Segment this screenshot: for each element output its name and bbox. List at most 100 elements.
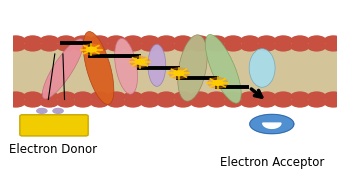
Circle shape [324,97,338,108]
Circle shape [207,91,226,102]
Circle shape [208,77,228,88]
Circle shape [223,41,243,52]
Circle shape [56,97,76,108]
Circle shape [123,91,143,102]
Circle shape [123,97,143,108]
Circle shape [106,91,126,102]
Circle shape [173,41,193,52]
Circle shape [257,97,276,108]
Circle shape [123,41,143,52]
Circle shape [290,35,310,46]
Circle shape [207,41,226,52]
Circle shape [273,91,293,102]
Circle shape [173,70,185,76]
FancyBboxPatch shape [20,115,88,136]
Circle shape [6,91,26,102]
Circle shape [123,35,143,46]
Circle shape [324,91,338,102]
Circle shape [273,41,293,52]
Text: Electron Donor: Electron Donor [9,143,97,156]
Circle shape [23,35,42,46]
Circle shape [223,97,243,108]
Bar [13,43,337,100]
Polygon shape [263,123,281,128]
Circle shape [173,97,193,108]
Circle shape [6,35,26,46]
Circle shape [324,35,338,46]
Circle shape [36,108,48,114]
Circle shape [6,97,26,108]
Circle shape [23,97,42,108]
Circle shape [156,97,176,108]
Circle shape [273,35,293,46]
Circle shape [106,97,126,108]
Circle shape [307,41,327,52]
Circle shape [290,91,310,102]
Circle shape [156,41,176,52]
Ellipse shape [42,39,83,99]
Circle shape [40,41,59,52]
Circle shape [240,97,260,108]
Circle shape [307,97,327,108]
Circle shape [156,91,176,102]
Circle shape [273,97,293,108]
Circle shape [223,91,243,102]
Circle shape [90,35,109,46]
Circle shape [223,35,243,46]
Circle shape [56,91,76,102]
Circle shape [23,91,42,102]
Circle shape [90,97,109,108]
Circle shape [173,91,193,102]
Circle shape [207,35,226,46]
Ellipse shape [249,49,275,87]
Circle shape [56,35,76,46]
Circle shape [86,46,97,53]
Circle shape [73,97,93,108]
Circle shape [240,91,260,102]
Circle shape [307,91,327,102]
Ellipse shape [148,44,166,86]
Circle shape [307,35,327,46]
Circle shape [207,97,226,108]
Circle shape [40,97,59,108]
Circle shape [173,35,193,46]
Circle shape [56,41,76,52]
Circle shape [156,35,176,46]
Circle shape [90,41,109,52]
Circle shape [134,59,146,65]
Ellipse shape [83,32,114,104]
Circle shape [140,41,159,52]
Circle shape [140,35,159,46]
Circle shape [140,91,159,102]
Circle shape [190,41,210,52]
Circle shape [73,41,93,52]
Circle shape [190,97,210,108]
Circle shape [23,41,42,52]
Circle shape [130,56,150,67]
Circle shape [40,91,59,102]
Circle shape [52,108,64,114]
Ellipse shape [205,35,241,103]
Circle shape [140,97,159,108]
Circle shape [90,91,109,102]
Circle shape [81,44,101,55]
Circle shape [40,35,59,46]
Circle shape [290,97,310,108]
Circle shape [257,91,276,102]
Text: Electron Acceptor: Electron Acceptor [220,156,324,169]
Circle shape [6,41,26,52]
Circle shape [190,91,210,102]
Polygon shape [250,114,294,134]
Circle shape [106,35,126,46]
Ellipse shape [178,35,207,101]
Circle shape [106,41,126,52]
Circle shape [73,91,93,102]
Circle shape [190,35,210,46]
Circle shape [240,41,260,52]
Circle shape [324,41,338,52]
Circle shape [169,68,189,79]
Circle shape [257,41,276,52]
Circle shape [73,35,93,46]
Circle shape [257,35,276,46]
Circle shape [240,35,260,46]
